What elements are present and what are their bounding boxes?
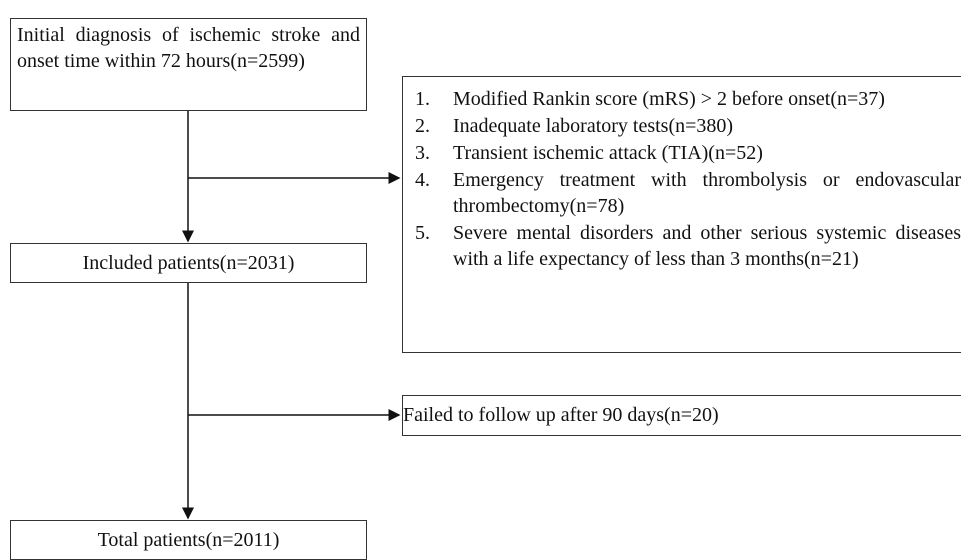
exclusion-box: Failed to follow up after 90 days(n=20) <box>402 395 961 436</box>
node-label: Total patients(n=2011) <box>97 529 280 551</box>
exclusion-item: 5. Severe mental disorders and other seri… <box>415 220 961 272</box>
exclusion-number: 2. <box>415 115 430 137</box>
exclusion-number: 1. <box>415 88 430 110</box>
exclusion-item: 1. Modified Rankin score (mRS) > 2 before… <box>415 86 961 112</box>
exclusion-text: Severe mental disorders and other seriou… <box>453 222 961 270</box>
exclusion-number: 3. <box>415 142 430 164</box>
node-box: Total patients(n=2011) <box>10 520 367 560</box>
exclusion-label: Failed to follow up after 90 days(n=20) <box>403 404 719 426</box>
exclusion-item: 2. Inadequate laboratory tests(n=380) <box>415 113 961 139</box>
node-label: Included patients(n=2031) <box>82 252 295 274</box>
exclusion-number: 5. <box>415 222 430 244</box>
exclusion-box: 1. Modified Rankin score (mRS) > 2 before… <box>402 76 961 353</box>
exclusion-list: 1. Modified Rankin score (mRS) > 2 before… <box>415 86 961 272</box>
node-label: Initial diagnosis of ischemic stroke and… <box>17 24 360 72</box>
exclusion-number: 4. <box>415 169 430 191</box>
exclusion-item: 3. Transient ischemic attack (TIA)(n=52) <box>415 140 961 166</box>
exclusion-text: Transient ischemic attack (TIA)(n=52) <box>453 142 763 164</box>
node-box: Included patients(n=2031) <box>10 243 367 283</box>
node-box: Initial diagnosis of ischemic stroke and… <box>10 18 367 111</box>
exclusion-item: 4. Emergency treatment with thrombolysis … <box>415 167 961 219</box>
exclusion-text: Inadequate laboratory tests(n=380) <box>453 115 734 137</box>
exclusion-text: Emergency treatment with thrombolysis or… <box>453 169 961 217</box>
exclusion-text: Modified Rankin score (mRS) > 2 before o… <box>453 88 885 110</box>
